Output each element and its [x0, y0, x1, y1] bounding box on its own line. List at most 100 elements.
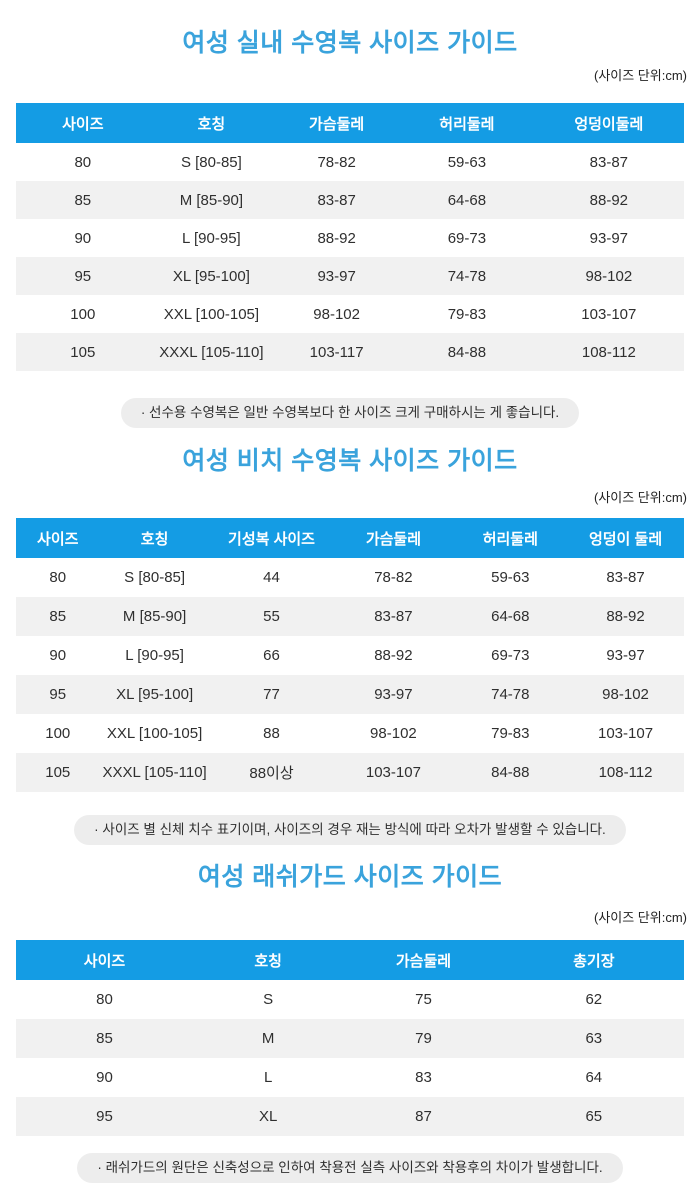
- note-container: · 사이즈 별 신체 치수 표기이며, 사이즈의 경우 재는 방식에 따라 오차…: [0, 815, 700, 845]
- rashguard-size-table: 사이즈 호칭 가슴둘레 총기장 80 S 75 62 85 M 79 63 90 L 83 64 95 XL 87 6…: [16, 940, 684, 1136]
- table-cell: 95: [96, 1108, 113, 1125]
- table-cell: 77: [263, 686, 280, 703]
- table-row: 85 M [85-90] 55 83-87 64-68 88-92: [16, 597, 684, 636]
- table-row: 105 XXXL [105-110] 103-117 84-88 108-112: [16, 333, 684, 371]
- table-cell: 103-107: [365, 764, 421, 781]
- table-header-row: 사이즈 호칭 기성복 사이즈 가슴둘레 허리둘레 엉덩이 둘레: [16, 518, 684, 558]
- table-row: 100 XXL [100-105] 88 98-102 79-83 103-107: [16, 714, 684, 753]
- table-cell: 78-82: [374, 569, 413, 586]
- table-cell: 103-117: [309, 343, 364, 361]
- table-cell: 80: [49, 569, 67, 586]
- table-cell: 103-107: [581, 305, 637, 323]
- table-cell: 59-63: [491, 569, 530, 586]
- table-cell: 93-97: [606, 647, 645, 664]
- table-cell: 108-112: [581, 343, 636, 361]
- table-cell: 98-102: [370, 725, 417, 742]
- column-header: 허리둘레: [453, 518, 568, 558]
- table-cell: 64-68: [447, 191, 487, 209]
- table-cell: 79-83: [447, 305, 487, 323]
- table-cell: L [90-95]: [125, 647, 184, 664]
- table-row: 95 XL [95-100] 77 93-97 74-78 98-102: [16, 675, 684, 714]
- section-title-indoor-swimsuit: 여성 실내 수영복 사이즈 가이드: [182, 29, 518, 57]
- table-cell: 98-102: [585, 267, 633, 285]
- note-container: · 선수용 수영복은 일반 수영복보다 한 사이즈 크게 구매하시는 게 좋습니…: [0, 398, 700, 428]
- table-cell: M: [261, 1030, 275, 1047]
- table-cell: 75: [415, 991, 432, 1008]
- column-header: 가슴둘레: [273, 103, 401, 143]
- table-cell: 105: [70, 343, 96, 361]
- table-cell: 83-87: [589, 153, 629, 171]
- column-header: 가슴둘레: [343, 940, 504, 980]
- table-cell: 90: [96, 1069, 113, 1086]
- table-cell: XL: [258, 1108, 278, 1125]
- table-cell: 83-87: [606, 569, 645, 586]
- table-cell: 80: [74, 153, 92, 171]
- table-cell: 69-73: [491, 647, 530, 664]
- table-cell: 85: [49, 608, 67, 625]
- column-header: 사이즈: [16, 518, 100, 558]
- table-cell: 88-92: [606, 608, 645, 625]
- column-header: 기성복 사이즈: [209, 518, 334, 558]
- table-header-row: 사이즈 호칭 가슴둘레 허리둘레 엉덩이둘레: [16, 103, 684, 143]
- table-cell: 74-78: [447, 267, 487, 285]
- table-row: 80 S [80-85] 44 78-82 59-63 83-87: [16, 558, 684, 597]
- table-cell: L [90-95]: [182, 229, 241, 247]
- table-cell: 85: [96, 1030, 113, 1047]
- table-cell: 83-87: [374, 608, 413, 625]
- table-cell: S: [263, 991, 274, 1008]
- table-cell: 100: [70, 305, 96, 323]
- column-header: 가슴둘레: [333, 518, 454, 558]
- unit-label: (사이즈 단위:cm): [593, 910, 687, 925]
- table-cell: 65: [585, 1108, 603, 1125]
- table-cell: 55: [263, 608, 280, 625]
- table-cell: 62: [585, 991, 603, 1008]
- table-cell: 63: [585, 1030, 603, 1047]
- table-cell: 84-88: [491, 764, 530, 781]
- unit-label: (사이즈 단위:cm): [593, 490, 687, 505]
- table-cell: 100: [45, 725, 71, 742]
- table-row: 90 L 83 64: [16, 1058, 684, 1097]
- table-cell: 93-97: [374, 686, 413, 703]
- table-cell: 93-97: [589, 229, 629, 247]
- table-cell: XL [95-100]: [116, 686, 194, 703]
- table-cell: M [85-90]: [179, 191, 244, 209]
- column-header: 총기장: [503, 940, 684, 980]
- table-cell: 64-68: [491, 608, 530, 625]
- table-cell: 98-102: [313, 305, 360, 323]
- note-text: · 선수용 수영복은 일반 수영복보다 한 사이즈 크게 구매하시는 게 좋습니…: [120, 398, 580, 428]
- table-row: 95 XL 87 65: [16, 1097, 684, 1136]
- table-cell: 74-78: [491, 686, 530, 703]
- table-header-row: 사이즈 호칭 가슴둘레 총기장: [16, 940, 684, 980]
- table-cell: 93-97: [317, 267, 356, 285]
- table-cell: 80: [96, 991, 113, 1008]
- section-title-rashguard: 여성 래쉬가드 사이즈 가이드: [197, 863, 503, 891]
- table-cell: XXL [100-105]: [163, 305, 260, 323]
- table-cell: 88이상: [249, 765, 294, 782]
- table-row: 105 XXXL [105-110] 88이상 103-107 84-88 108-112: [16, 753, 684, 792]
- table-cell: 88-92: [374, 647, 413, 664]
- column-header: 엉덩이 둘레: [567, 518, 684, 558]
- table-cell: 83: [415, 1069, 432, 1086]
- table-cell: 105: [45, 764, 71, 781]
- column-header: 사이즈: [16, 940, 194, 980]
- table-cell: 83-87: [317, 191, 356, 209]
- table-cell: XXL [100-105]: [106, 725, 203, 742]
- beach-swimsuit-size-table: 사이즈 호칭 기성복 사이즈 가슴둘레 허리둘레 엉덩이 둘레 80 S [80-85] 44 7…: [16, 518, 684, 792]
- table-cell: 90: [74, 229, 92, 247]
- table-cell: 44: [263, 569, 280, 586]
- table-row: 90 L [90-95] 88-92 69-73 93-97: [16, 219, 684, 257]
- column-header: 허리둘레: [400, 103, 534, 143]
- table-cell: 87: [415, 1108, 432, 1125]
- table-cell: 88-92: [589, 191, 629, 209]
- column-header: 호칭: [193, 940, 344, 980]
- table-cell: M [85-90]: [122, 608, 187, 625]
- table-cell: 79-83: [491, 725, 530, 742]
- table-cell: 88-92: [317, 229, 356, 247]
- table-row: 90 L [90-95] 66 88-92 69-73 93-97: [16, 636, 684, 675]
- table-cell: XXXL [105-110]: [159, 343, 264, 361]
- table-cell: 69-73: [447, 229, 487, 247]
- table-cell: 78-82: [317, 153, 356, 171]
- table-cell: 66: [263, 647, 280, 664]
- column-header: 호칭: [99, 518, 210, 558]
